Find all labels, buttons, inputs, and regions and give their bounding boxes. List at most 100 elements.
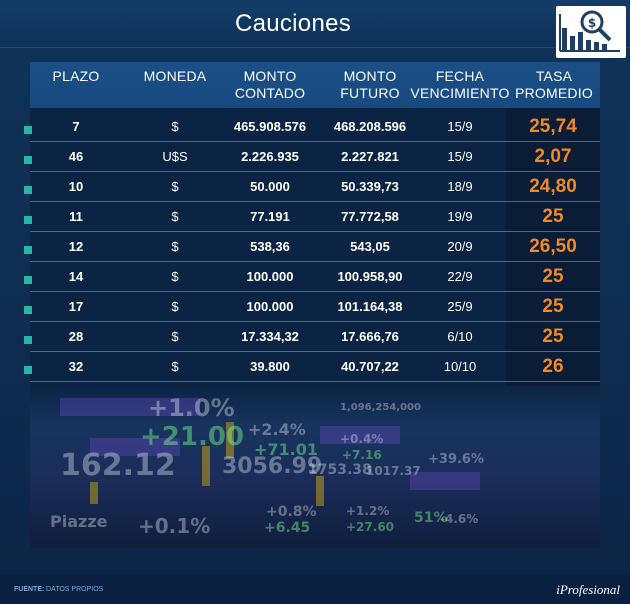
row-bullet-icon (24, 246, 32, 254)
photo-tick: +0.8% (266, 504, 317, 520)
photo-bar (90, 482, 98, 504)
cell-plazo: 17 (68, 299, 84, 314)
row-bullet-icon (24, 336, 32, 344)
stock-ticker-photo: +1.0% +21.00 162.12 3056.99 +2.4% +71.01… (30, 386, 600, 548)
header-monto-contado: MONTO CONTADO (234, 68, 306, 101)
table-row: 12 $538,36 543,05 20/9 26,50 (30, 232, 600, 262)
cell-moneda: $ (171, 359, 179, 374)
photo-tick: +1.0% (148, 394, 235, 422)
cell-fecha: 6/10 (447, 329, 473, 344)
page-title: Cauciones (234, 10, 352, 37)
photo-tick: -4.6% (440, 512, 479, 526)
photo-tick: +27.60 (346, 520, 395, 534)
cell-moneda: $ (171, 179, 179, 194)
photo-tick: 51% (414, 510, 448, 526)
cell-monto-contado: 538,36 (250, 239, 290, 254)
row-bullet-icon (24, 126, 32, 134)
cell-monto-contado: 465.908.576 (233, 119, 307, 134)
chart-search-icon: $ (556, 6, 626, 58)
photo-tick: +1.2% (346, 504, 390, 518)
cell-monto-futuro: 101.164,38 (337, 299, 403, 314)
cell-monto-futuro: 2.227.821 (341, 149, 399, 164)
row-bullet-icon (24, 366, 32, 374)
cell-monto-contado: 39.800 (250, 359, 290, 374)
cell-plazo: 46 (68, 149, 84, 164)
cell-tasa-promedio: 25 (542, 266, 564, 287)
cell-fecha: 22/9 (447, 269, 473, 284)
cell-tasa-promedio: 26 (542, 356, 564, 377)
photo-tick: +0.1% (138, 514, 211, 538)
header-monto-futuro: MONTO FUTURO (340, 68, 400, 101)
cell-plazo: 28 (68, 329, 84, 344)
cell-moneda: $ (171, 119, 179, 134)
cell-monto-futuro: 543,05 (350, 239, 390, 254)
cell-monto-contado: 100.000 (246, 269, 294, 284)
photo-tick: 1753.38 (308, 462, 372, 478)
photo-tick: 162.12 (60, 448, 176, 483)
source-text: DATOS PROPIOS (46, 586, 104, 593)
photo-tick: Piazze (50, 512, 108, 531)
photo-tick: +0.4% (340, 432, 384, 446)
photo-stripe (410, 472, 480, 490)
cell-plazo: 7 (72, 119, 80, 134)
cell-tasa-promedio: 2,07 (534, 146, 572, 167)
cell-monto-futuro: 17.666,76 (341, 329, 399, 344)
photo-bar (226, 422, 234, 458)
row-bullet-icon (24, 186, 32, 194)
photo-tick: +21.00 (140, 422, 245, 452)
cell-monto-contado: 100.000 (246, 299, 294, 314)
photo-tick: +7.16 (342, 448, 382, 462)
header-plazo: PLAZO (52, 68, 100, 84)
row-bullet-icon (24, 156, 32, 164)
table-row: 17 $100.000 101.164,38 25/9 25 (30, 292, 600, 322)
cell-tasa-promedio: 25 (542, 326, 564, 347)
header-fecha-vencimiento: FECHA VENCIMIENTO (410, 68, 510, 101)
photo-tick: +2.4% (248, 420, 306, 439)
cell-monto-contado: 2.226.935 (241, 149, 299, 164)
cell-monto-contado: 17.334,32 (241, 329, 299, 344)
photo-bar (202, 446, 210, 486)
header-moneda: MONEDA (143, 68, 207, 84)
cell-plazo: 12 (68, 239, 84, 254)
cell-moneda: $ (171, 209, 179, 224)
cell-moneda: $ (171, 329, 179, 344)
cauciones-table: +1.0% +21.00 162.12 3056.99 +2.4% +71.01… (30, 62, 600, 548)
cell-fecha: 15/9 (447, 119, 473, 134)
photo-stripe (320, 426, 400, 444)
photo-tick: +6.45 (264, 520, 311, 536)
svg-text:$: $ (588, 16, 596, 30)
cell-fecha: 15/9 (447, 149, 473, 164)
photo-tick: 1017.37 (366, 464, 421, 478)
table-header: PLAZO MONEDA MONTO CONTADO MONTO FUTURO FE… (30, 62, 600, 108)
photo-tick: +39.6% (428, 452, 484, 467)
cell-moneda: $ (171, 269, 179, 284)
cell-monto-futuro: 40.707,22 (341, 359, 399, 374)
brand-logo: iProfesional (556, 582, 620, 597)
cell-monto-futuro: 50.339,73 (341, 179, 399, 194)
cell-tasa-promedio: 24,80 (529, 176, 577, 197)
cell-monto-futuro: 468.208.596 (333, 119, 407, 134)
cell-monto-futuro: 100.958,90 (337, 269, 403, 284)
row-bullet-icon (24, 276, 32, 284)
cell-moneda: $ (171, 299, 179, 314)
rate-column-bg (506, 108, 600, 386)
cell-plazo: 10 (68, 179, 84, 194)
row-bullet-icon (24, 306, 32, 314)
table-row: 7 $465.908.576 468.208.596 15/9 25,74 (30, 112, 600, 142)
cell-moneda: $ (171, 239, 179, 254)
cell-fecha: 18/9 (447, 179, 473, 194)
cell-plazo: 11 (69, 209, 83, 224)
cell-fecha: 19/9 (447, 209, 473, 224)
photo-tick: +71.01 (254, 440, 319, 459)
header-tasa-promedio: TASA PROMEDIO (515, 68, 593, 101)
cell-monto-contado: 77.191 (250, 209, 290, 224)
cell-monto-contado: 50.000 (250, 179, 290, 194)
cell-fecha: 25/9 (447, 299, 473, 314)
photo-tick: 3056.99 (222, 454, 323, 479)
cell-tasa-promedio: 26,50 (529, 236, 577, 257)
table-row: 28 $17.334,32 17.666,76 6/10 25 (30, 322, 600, 352)
table-row: 10 $50.000 50.339,73 18/9 24,80 (30, 172, 600, 202)
table-row: 32 $39.800 40.707,22 10/10 26 (30, 352, 600, 382)
row-bullet-icon (24, 216, 32, 224)
table-row: 11 $77.191 77.772,58 19/9 25 (30, 202, 600, 232)
